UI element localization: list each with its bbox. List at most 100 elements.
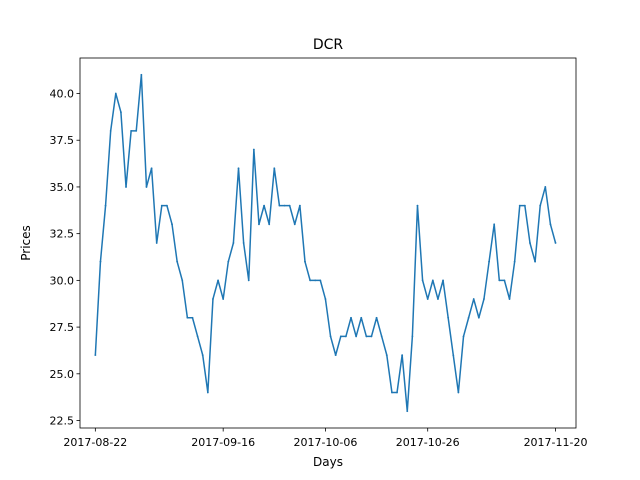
data-point	[222, 298, 225, 300]
data-point	[539, 204, 542, 207]
data-point	[421, 279, 424, 282]
data-point	[426, 298, 429, 300]
data-point	[488, 260, 490, 263]
data-point	[212, 298, 214, 300]
data-point	[447, 316, 450, 319]
data-point	[288, 204, 291, 207]
data-point	[186, 316, 189, 319]
data-point	[493, 223, 496, 226]
x-tick-label: 2017-10-06	[293, 436, 357, 449]
data-point	[508, 298, 511, 300]
data-point	[155, 242, 158, 244]
y-tick-label: 32.5	[50, 228, 75, 241]
data-point	[252, 148, 255, 151]
data-point	[232, 242, 235, 244]
data-point	[196, 335, 199, 338]
data-point	[534, 260, 536, 263]
data-point	[437, 298, 439, 300]
data-point	[242, 242, 245, 244]
data-point	[339, 335, 342, 338]
data-point	[150, 167, 153, 170]
chart-title: DCR	[313, 37, 344, 53]
data-point	[503, 279, 506, 282]
data-point	[467, 316, 470, 319]
y-tick-label: 27.5	[50, 321, 75, 334]
data-point	[109, 129, 112, 132]
data-point	[176, 260, 179, 263]
data-point	[406, 410, 409, 413]
y-tick-label: 22.5	[50, 415, 75, 428]
data-point	[411, 335, 414, 338]
data-point	[344, 335, 347, 338]
data-point	[452, 354, 455, 357]
data-point	[206, 391, 209, 394]
x-tick-label: 2017-11-20	[524, 436, 588, 449]
data-point	[298, 204, 301, 207]
data-point	[191, 316, 194, 319]
data-point	[483, 298, 485, 300]
data-point	[304, 260, 306, 263]
data-point	[314, 279, 317, 282]
data-point	[273, 167, 276, 170]
data-point	[309, 279, 312, 282]
data-point	[237, 167, 240, 170]
data-point	[135, 129, 138, 132]
y-tick-label: 35.0	[50, 181, 75, 194]
data-point	[283, 204, 286, 207]
data-point	[416, 204, 419, 207]
y-axis-label: Prices	[19, 225, 33, 261]
data-point	[334, 354, 337, 357]
data-point	[529, 242, 531, 244]
data-point	[278, 204, 281, 207]
data-point	[319, 279, 322, 282]
data-point	[549, 223, 552, 226]
data-point	[401, 354, 404, 357]
data-point	[217, 279, 219, 282]
data-point	[396, 391, 398, 394]
data-point	[140, 73, 143, 76]
data-point	[380, 335, 383, 338]
y-tick-label: 40.0	[50, 88, 75, 101]
data-point	[160, 204, 163, 207]
data-point	[258, 223, 260, 226]
data-point	[457, 391, 460, 394]
data-point	[268, 223, 271, 226]
data-point	[350, 316, 352, 319]
data-point	[375, 316, 378, 319]
data-point	[99, 260, 102, 263]
data-point	[370, 335, 373, 338]
data-point	[94, 354, 97, 357]
data-point	[554, 242, 557, 244]
data-point	[329, 335, 332, 338]
data-point	[247, 279, 250, 282]
x-tick-label: 2017-09-16	[191, 436, 255, 449]
data-point	[120, 111, 122, 114]
data-point	[130, 129, 133, 132]
y-tick-label: 30.0	[50, 274, 75, 287]
data-point	[166, 204, 168, 207]
data-point	[171, 223, 173, 226]
data-point	[442, 279, 444, 282]
y-tick-label: 37.5	[50, 134, 75, 147]
data-point	[125, 186, 127, 188]
data-point	[227, 260, 230, 263]
x-tick-label: 2017-10-26	[396, 436, 460, 449]
data-point	[293, 223, 296, 226]
data-point	[477, 316, 480, 319]
plot-area: 22.5 25.0 27.5 30.0 32.5 35.0 37.5 40.0 2017-08-…	[50, 73, 588, 449]
data-point	[513, 260, 516, 263]
data-point	[201, 354, 204, 357]
x-axis-label: Days	[313, 455, 343, 469]
data-point	[391, 391, 393, 394]
data-point	[431, 279, 434, 282]
data-point	[324, 298, 327, 300]
data-point	[365, 335, 368, 338]
data-point	[360, 316, 363, 319]
data-point	[114, 92, 117, 95]
data-point	[355, 335, 358, 338]
data-point	[385, 354, 388, 357]
data-point	[472, 298, 475, 300]
x-tick-label: 2017-08-22	[63, 436, 127, 449]
